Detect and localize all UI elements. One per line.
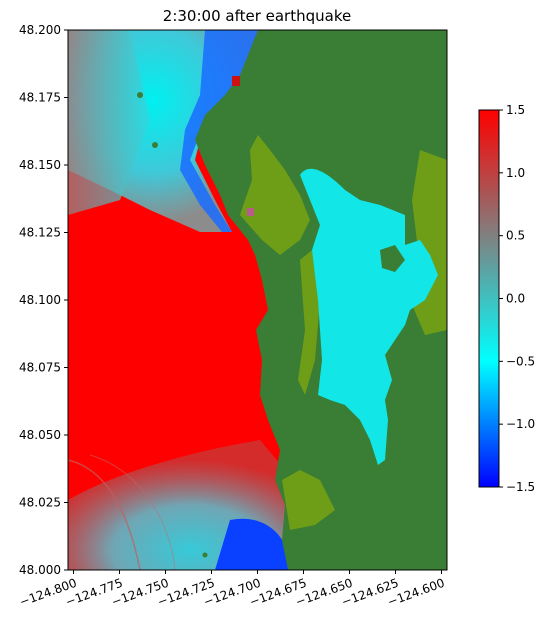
wetland-north [240,135,310,255]
wave-arc [68,459,141,570]
ocean-west-fade [68,30,150,215]
y-tick-label: 48.200 [19,23,61,37]
island-3 [202,552,208,558]
y-tick-label: 48.100 [19,293,61,307]
colorbar-tick-label: 0.0 [506,292,525,306]
y-tick-label: 48.175 [19,91,61,105]
y-tick-label: 48.125 [19,226,61,240]
colorbar-tick-label: 1.0 [506,166,525,180]
plot-area [68,30,447,570]
inland-lake [300,168,438,465]
y-axis: 48.000 48.025 48.050 48.075 48.100 48.125 48.1… [19,23,68,577]
colorbar [478,109,500,488]
wetland-south [282,470,335,530]
chart-title: 2:30:00 after earthquake [163,7,351,25]
x-axis: −124.800−124.775−124.750−124.725−124.700… [18,570,447,609]
colorbar-axis: −1.5 −1.0 −0.5 0.0 0.5 1.0 1.5 [499,103,535,494]
colorbar-tick-label: 0.5 [506,229,525,243]
island-1 [137,92,143,98]
y-tick-label: 48.000 [19,563,61,577]
wetland-channel [298,250,320,395]
y-tick-label: 48.050 [19,428,61,442]
lake-island [380,245,405,272]
colorbar-tick-label: −1.5 [506,480,535,494]
colorbar-tick-label: 1.5 [506,103,525,117]
wave-arc-2 [89,454,176,570]
ocean-nearshore-south [215,518,290,570]
y-tick-label: 48.075 [19,361,61,375]
island-2 [152,142,158,148]
coastal-spot-2 [247,208,254,216]
colorbar-tick-label: −1.0 [506,417,535,431]
colorbar-tick-label: −0.5 [506,354,535,368]
y-tick-label: 48.150 [19,158,61,172]
coastal-spot-1 [232,76,240,86]
y-tick-label: 48.025 [19,496,61,510]
